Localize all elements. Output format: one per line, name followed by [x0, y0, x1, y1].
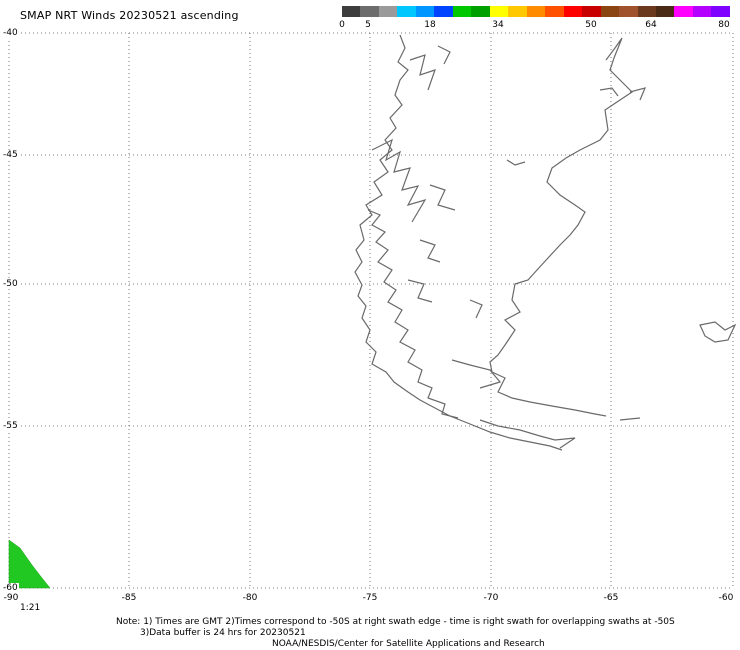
- colorbar-segment: [342, 6, 361, 17]
- colorbar-label-34: 34: [492, 20, 504, 30]
- colorbar-segment: [471, 6, 490, 17]
- note-line-2: 3)Data buffer is 24 hrs for 20230521: [140, 628, 306, 638]
- lat-label-55: -55: [2, 421, 19, 431]
- lat-label-40: -40: [2, 28, 19, 38]
- colorbar-segment: [563, 6, 583, 17]
- colorbar-segment: [415, 6, 435, 17]
- map-title: SMAP NRT Winds 20230521 ascending: [20, 9, 239, 22]
- colorbar-segment: [526, 6, 546, 17]
- coastline: [354, 34, 737, 451]
- swath-time-label: 1:21: [20, 603, 41, 613]
- lon-label-80: -80: [242, 593, 258, 603]
- lon-label-85: -85: [121, 593, 137, 603]
- colorbar-label-64: 64: [645, 20, 657, 30]
- wind-speed-colorbar: [342, 6, 730, 17]
- colorbar-segment: [434, 6, 453, 17]
- lon-label-70: -70: [483, 593, 499, 603]
- colorbar-segment: [637, 6, 656, 17]
- colorbar-label-18: 18: [424, 20, 436, 30]
- colorbar-segment: [360, 6, 379, 17]
- lat-label-60: -60: [2, 583, 19, 593]
- wind-swath: [8, 539, 51, 589]
- colorbar-segment: [508, 6, 527, 17]
- colorbar-label-50: 50: [585, 20, 597, 30]
- colorbar-segment: [692, 6, 712, 17]
- colorbar-segment: [582, 6, 601, 17]
- colorbar-segment: [545, 6, 564, 17]
- note-line-1: Note: 1) Times are GMT 2)Times correspon…: [116, 617, 675, 627]
- note-line-3: NOAA/NESDIS/Center for Satellite Applica…: [272, 639, 545, 649]
- lat-label-45: -45: [2, 150, 19, 160]
- colorbar-segment: [711, 6, 730, 17]
- colorbar-segment: [674, 6, 693, 17]
- colorbar-label-80: 80: [718, 20, 730, 30]
- lat-label-50: -50: [2, 279, 19, 289]
- colorbar-segment: [452, 6, 472, 17]
- colorbar-labels: 0 5 18 34 50 64 80: [339, 20, 740, 32]
- lon-label-60: -60: [718, 593, 734, 603]
- colorbar-label-0: 0: [339, 20, 345, 30]
- argentina-coast: [489, 37, 633, 417]
- lat-lon-grid: [8, 32, 734, 589]
- colorbar-label-5: 5: [365, 20, 371, 30]
- chile-coast: [354, 34, 563, 451]
- colorbar-segment: [397, 6, 416, 17]
- lon-label-65: -65: [603, 593, 619, 603]
- lon-label-75: -75: [362, 593, 378, 603]
- colorbar-segment: [489, 6, 509, 17]
- colorbar-segment: [655, 6, 675, 17]
- colorbar-segment: [378, 6, 398, 17]
- lon-label-90: -90: [3, 593, 19, 603]
- colorbar-segment: [600, 6, 620, 17]
- colorbar-segment: [619, 6, 638, 17]
